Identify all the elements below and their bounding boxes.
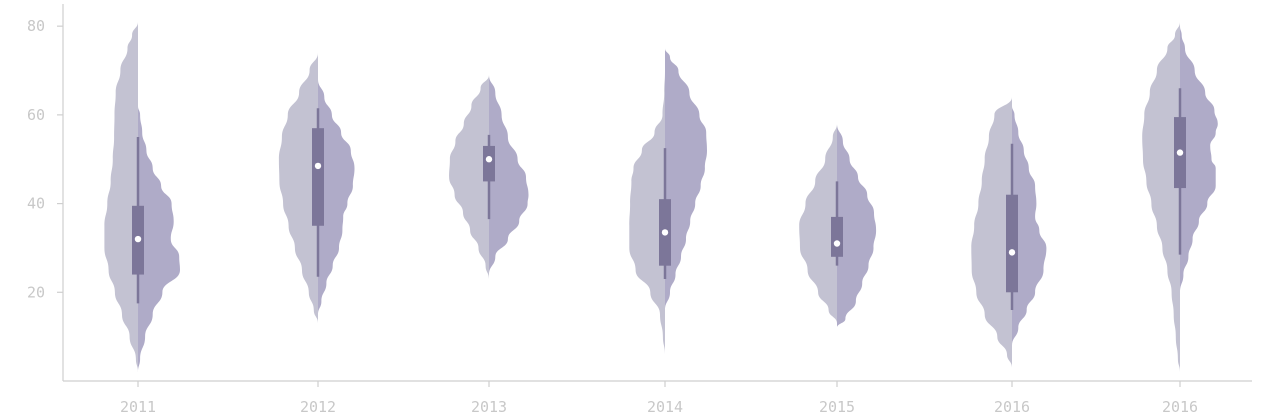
violin-iqr-box: [1006, 194, 1018, 293]
violin-right-half: [138, 106, 180, 373]
y-tick-label: 80: [27, 17, 45, 35]
violin-median-dot: [833, 240, 841, 247]
violin-median-dot: [485, 156, 493, 163]
violin-1: [278, 52, 355, 324]
violin-left-half: [104, 21, 138, 373]
violin-left-half: [278, 52, 318, 324]
violin-iqr-box: [483, 145, 495, 182]
x-tick-label: 2014: [647, 398, 683, 416]
violin-2: [449, 74, 529, 279]
x-tick-label: 2015: [819, 398, 855, 416]
violin-iqr-box: [831, 216, 843, 257]
violin-median-dot: [1008, 249, 1016, 256]
x-tick-label: 2013: [471, 398, 507, 416]
violin-left-half: [449, 74, 489, 279]
x-tick-label: 2011: [120, 398, 156, 416]
x-tick-label: 2016: [994, 398, 1030, 416]
violin-5: [971, 97, 1047, 368]
violin-median-dot: [661, 229, 669, 236]
axes: [62, 4, 1252, 382]
y-tick-label: 40: [27, 195, 45, 213]
violin-0: [104, 21, 180, 373]
violin-right-half: [1180, 26, 1218, 293]
violin-right-half: [665, 48, 707, 311]
violin-4: [799, 123, 877, 328]
violin-left-half: [1142, 21, 1180, 373]
y-tick-label: 60: [27, 106, 45, 124]
violin-right-half: [489, 74, 529, 275]
tick-labels: 2011 2012 2013 2014 2015 2016 2016 20 40 60 80: [27, 17, 1198, 416]
violin-right-half: [318, 79, 355, 315]
violin-right-half: [1012, 106, 1047, 346]
x-tick-label: 2012: [300, 398, 336, 416]
violin-median-dot: [134, 235, 142, 243]
violin-3: [629, 48, 707, 355]
plot-area: [104, 21, 1218, 373]
violin-left-half: [629, 70, 665, 355]
violin-right-half: [837, 123, 877, 328]
x-tick-label: 2016: [1162, 398, 1198, 416]
violin-left-half: [971, 97, 1012, 368]
violin-median-dot: [1176, 149, 1184, 156]
violin-median-dot: [314, 162, 322, 170]
violin-6: [1142, 21, 1218, 373]
violin-left-half: [799, 123, 837, 324]
y-tick-label: 20: [27, 283, 45, 301]
violin-iqr-box: [312, 128, 324, 226]
